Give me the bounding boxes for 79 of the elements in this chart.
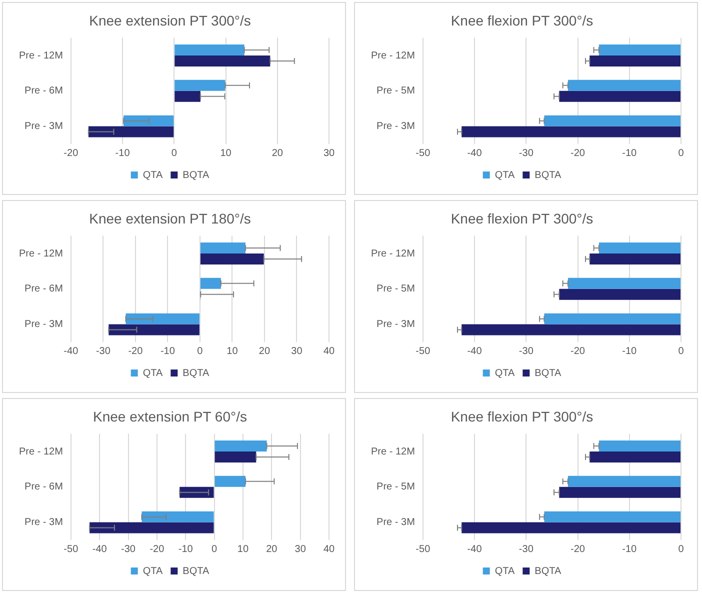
legend-label: QTA bbox=[494, 170, 515, 181]
legend-label: BQTA bbox=[182, 566, 210, 577]
x-tick-label: -10 bbox=[622, 148, 638, 159]
y-tick-label: Pre - 3M bbox=[376, 517, 415, 528]
y-tick-label: Pre - 3M bbox=[24, 319, 63, 330]
x-tick-label: 10 bbox=[220, 148, 232, 159]
y-tick-label: Pre - 12M bbox=[370, 248, 415, 260]
y-tick-label: Pre - 12M bbox=[18, 248, 63, 260]
x-tick-label: -40 bbox=[467, 148, 482, 159]
x-tick-label: 10 bbox=[237, 544, 249, 555]
chart-title: Knee extension PT 60°/s bbox=[93, 408, 247, 424]
y-tick-label: Pre - 6M bbox=[24, 86, 63, 97]
legend-label: BQTA bbox=[182, 170, 210, 181]
x-tick-label: -40 bbox=[92, 544, 108, 555]
x-tick-label: 0 bbox=[678, 148, 684, 159]
x-tick-label: -10 bbox=[178, 544, 194, 555]
y-tick-label: Pre - 5M bbox=[376, 86, 415, 97]
x-tick-label: -40 bbox=[467, 544, 482, 555]
y-tick-label: Pre - 12M bbox=[370, 446, 415, 458]
legend-label: QTA bbox=[494, 566, 515, 577]
legend-label: QTA bbox=[142, 170, 163, 181]
y-tick-label: Pre - 5M bbox=[376, 482, 415, 493]
legend-label: QTA bbox=[142, 368, 163, 379]
x-tick-label: -40 bbox=[64, 346, 79, 357]
y-tick-label: Pre - 6M bbox=[24, 284, 63, 295]
chart-title: Knee extension PT 300°/s bbox=[89, 12, 251, 28]
x-tick-label: -10 bbox=[160, 346, 176, 357]
legend-label: BQTA bbox=[182, 368, 210, 379]
x-tick-label: -20 bbox=[64, 148, 79, 159]
x-tick-label: -10 bbox=[622, 346, 638, 357]
x-tick-label: 10 bbox=[226, 346, 238, 357]
x-tick-label: 20 bbox=[258, 346, 270, 357]
x-tick-label: -40 bbox=[467, 346, 482, 357]
y-tick-label: Pre - 12M bbox=[18, 50, 63, 62]
x-tick-label: 20 bbox=[266, 544, 278, 555]
x-tick-label: 40 bbox=[323, 544, 335, 555]
y-tick-label: Pre - 3M bbox=[376, 121, 415, 132]
legend-label: QTA bbox=[494, 368, 515, 379]
y-tick-label: Pre - 3M bbox=[376, 319, 415, 330]
x-tick-label: 30 bbox=[323, 148, 335, 159]
chart-title: Knee extension PT 180°/s bbox=[89, 210, 251, 226]
y-tick-label: Pre - 12M bbox=[370, 50, 415, 62]
x-tick-label: -20 bbox=[570, 544, 586, 555]
legend-label: BQTA bbox=[534, 566, 562, 577]
y-tick-label: Pre - 6M bbox=[24, 482, 63, 493]
x-tick-label: -30 bbox=[121, 544, 136, 555]
x-tick-label: -50 bbox=[64, 544, 79, 555]
x-tick-label: -50 bbox=[416, 544, 431, 555]
x-tick-label: 30 bbox=[294, 544, 306, 555]
x-tick-label: 0 bbox=[212, 544, 218, 555]
x-tick-label: 0 bbox=[678, 544, 684, 555]
x-tick-label: -30 bbox=[518, 346, 534, 357]
x-tick-label: -50 bbox=[416, 148, 431, 159]
x-tick-label: 20 bbox=[272, 148, 284, 159]
x-tick-label: -50 bbox=[416, 346, 431, 357]
x-tick-label: 0 bbox=[171, 148, 178, 159]
x-tick-label: -30 bbox=[518, 148, 534, 159]
x-tick-label: 0 bbox=[197, 346, 204, 357]
x-tick-label: -10 bbox=[622, 544, 638, 555]
y-tick-label: Pre - 3M bbox=[24, 517, 63, 528]
x-tick-label: -20 bbox=[128, 346, 144, 357]
x-tick-label: 40 bbox=[323, 346, 335, 357]
x-tick-label: 0 bbox=[678, 346, 684, 357]
x-tick-label: -20 bbox=[150, 544, 165, 555]
x-tick-label: 30 bbox=[291, 346, 303, 357]
legend-label: QTA bbox=[142, 566, 163, 577]
x-tick-label: -20 bbox=[570, 148, 586, 159]
x-tick-label: -30 bbox=[518, 544, 534, 555]
y-tick-label: Pre - 5M bbox=[376, 284, 415, 295]
chart-title: Knee flexion PT 300°/s bbox=[450, 12, 594, 28]
chart-title: Knee flexion PT 300°/s bbox=[450, 210, 594, 226]
x-tick-label: -30 bbox=[96, 346, 111, 357]
y-tick-label: Pre - 12M bbox=[18, 446, 63, 458]
legend-label: BQTA bbox=[534, 170, 562, 181]
legend-label: BQTA bbox=[534, 368, 562, 379]
x-tick-label: -10 bbox=[115, 148, 130, 159]
x-tick-label: -20 bbox=[570, 346, 586, 357]
chart-title: Knee flexion PT 300°/s bbox=[450, 408, 594, 424]
y-tick-label: Pre - 3M bbox=[24, 121, 63, 132]
